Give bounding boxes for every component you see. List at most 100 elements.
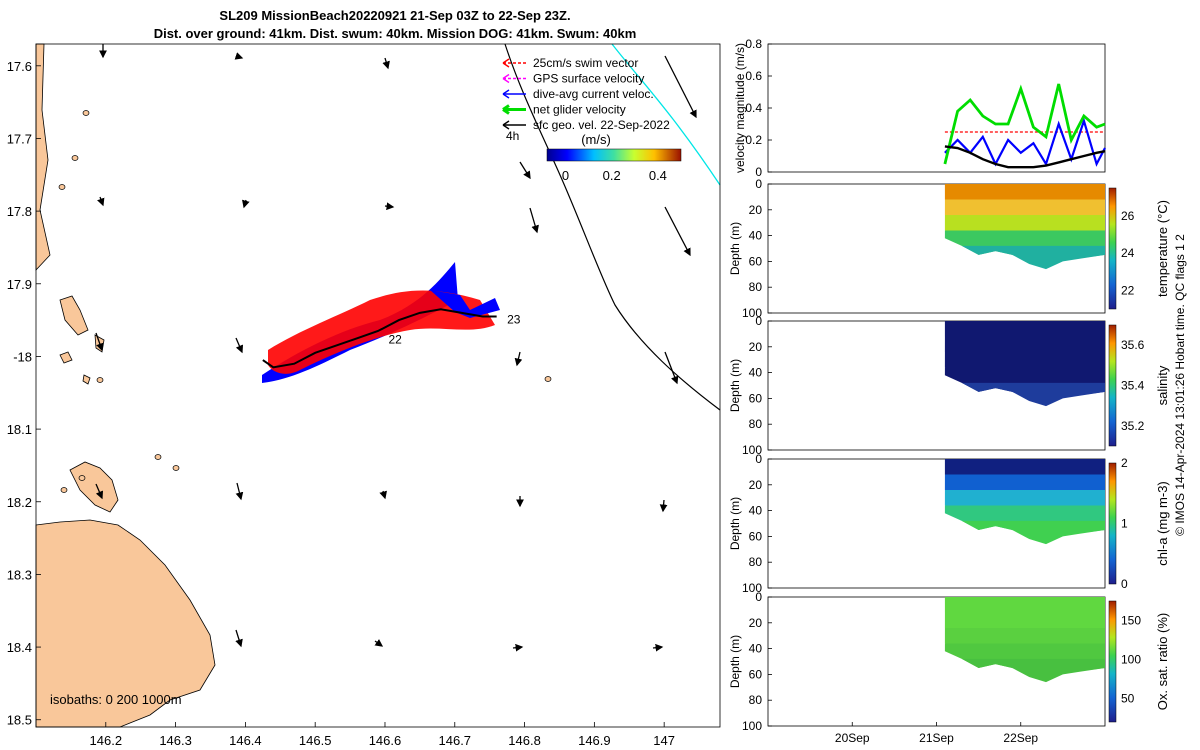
legend-label: dive-avg current veloc. [533, 87, 654, 101]
depth-tick-label: 80 [749, 417, 763, 431]
depth-tick-label: 0 [755, 177, 762, 191]
lon-tick-label: 146.3 [159, 733, 192, 748]
velocity-series-line [944, 145, 1106, 169]
depth-tick-label: 60 [749, 667, 763, 681]
imos-footer: © IMOS 14-Apr-2024 13:01:26 Hobart time.… [1173, 234, 1187, 536]
lon-tick-label: 146.9 [578, 733, 611, 748]
colorbar-tick-label: 100 [1121, 653, 1141, 667]
colorbar-tick-label: 2 [1121, 456, 1128, 470]
lat-tick-label: 17.7 [7, 131, 32, 146]
depth-tick-label: 40 [749, 366, 763, 380]
day-label: 22 [388, 332, 402, 346]
map-legend: 25cm/s swim vector GPS surface velocitydi… [502, 56, 682, 183]
velocity-tick-label: 0.4 [745, 101, 762, 115]
depth-tick-label: 40 [749, 229, 763, 243]
depth-axis-label: Depth (m) [728, 635, 742, 688]
velocity-series [943, 83, 1106, 169]
depth-tick-label: 60 [749, 529, 763, 543]
coastline-land [35, 43, 552, 728]
temperature-colorbar [1108, 187, 1117, 310]
oxygen-section-panel: 0 20 40 60 80 100 Depth (m) 50 100 150 Ox. sat. ra… [728, 590, 1170, 733]
depth-tick-label: 20 [749, 616, 763, 630]
time-tick-label: 22Sep [1003, 731, 1038, 745]
time-axis-ticks: 20Sep 21Sep 22Sep [835, 722, 1038, 745]
velocity-tick-label: 0.8 [745, 37, 762, 51]
velocity-ylabel: velocity magnitude (m/s) [733, 43, 747, 173]
depth-tick-label: 100 [742, 719, 762, 733]
day-label: 23 [507, 313, 521, 327]
lat-tick-label: 17.8 [7, 204, 32, 219]
depth-tick-label: 0 [755, 314, 762, 328]
salinity-colorbar-label: salinity [1155, 365, 1170, 405]
depth-tick-label: 100 [742, 581, 762, 595]
lat-tick-label: 18.1 [7, 422, 32, 437]
speed-colorbar-tick: 0 [562, 168, 569, 183]
velocity-series-line [943, 83, 1106, 165]
chla-colorbar-label: chl-a (mg m-3) [1155, 481, 1170, 566]
depth-axis-label: Depth (m) [728, 222, 742, 275]
lat-tick-label: -18 [13, 349, 32, 364]
section-data-band [944, 382, 1105, 407]
lat-tick-label: 18.4 [7, 640, 32, 655]
speed-colorbar-ticks: 0 0.2 0.4 [562, 168, 667, 183]
colorbar-tick-label: 1 [1121, 517, 1128, 531]
time-tick-label: 20Sep [835, 731, 870, 745]
legend-label: GPS surface velocity [533, 72, 644, 86]
depth-tick-label: 20 [749, 203, 763, 217]
depth-tick-label: 100 [742, 306, 762, 320]
time-tick-label: 21Sep [919, 731, 954, 745]
colorbar-tick-label: 22 [1121, 283, 1135, 297]
lon-tick-label: 146.4 [229, 733, 262, 748]
lat-tick-label: 18.5 [7, 713, 32, 728]
lon-tick-label: 146.2 [90, 733, 123, 748]
glider-track-line [262, 308, 497, 369]
figure-title-line-1: SL209 MissionBeach20220921 21-Sep 03Z to… [219, 8, 571, 23]
colorbar-tick-label: 150 [1121, 614, 1141, 628]
depth-tick-label: 20 [749, 340, 763, 354]
chla-section-panel: 0 20 40 60 80 100 Depth (m) 0 1 2 chl-a (mg m-3) [728, 452, 1170, 595]
section-data-band [944, 459, 1105, 475]
oxygen-colorbar [1108, 600, 1117, 723]
colorbar-tick-label: 26 [1121, 209, 1135, 223]
depth-tick-label: 60 [749, 254, 763, 268]
depth-axis-label: Depth (m) [728, 359, 742, 412]
section-data-band [944, 520, 1105, 545]
depth-tick-label: 80 [749, 693, 763, 707]
speed-colorbar [546, 148, 682, 162]
section-data-band [944, 245, 1105, 270]
day-labels: 22 23 [388, 313, 520, 347]
velocity-panel: 0 0.2 0.4 0.6 0.8 velocity magnitude (m/s) [733, 37, 1106, 179]
lat-tick-label: 18.3 [7, 567, 32, 582]
depth-tick-label: 20 [749, 478, 763, 492]
legend-label: sfc geo. vel. 22-Sep-2022 [533, 118, 670, 132]
velocity-tick-label: 0.6 [745, 69, 762, 83]
temperature-colorbar-label: temperature (°C) [1155, 200, 1170, 297]
oxygen-colorbar-label: Ox. sat. ratio (%) [1155, 613, 1170, 711]
velocity-y-ticks: 0 0.2 0.4 0.6 0.8 [745, 37, 772, 179]
glider-track-swath [262, 262, 500, 383]
section-data-band [944, 597, 1105, 613]
lon-tick-label: 146.6 [369, 733, 402, 748]
depth-tick-label: 40 [749, 642, 763, 656]
section-data-band [944, 184, 1105, 200]
velocity-tick-label: 0 [755, 165, 762, 179]
surface-geostrophic-arrows [95, 44, 697, 652]
colorbar-title: (m/s) [581, 132, 611, 147]
velocity-series-line [944, 117, 1106, 167]
colorbar-tick-label: 35.6 [1121, 338, 1145, 352]
section-data-band [944, 321, 1105, 337]
velocity-tick-label: 0.2 [745, 133, 762, 147]
legend-label: net glider velocity [533, 103, 626, 117]
lon-tick-label: 146.7 [439, 733, 472, 748]
lon-tick-label: 146.5 [299, 733, 332, 748]
lon-tick-label: 146.8 [508, 733, 541, 748]
temperature-section-panel: 0 20 40 60 80 100 Depth (m) 22 24 26 temperature (… [728, 177, 1170, 320]
map-longitude-ticks: 146.2 146.3 146.4 146.5 146.6 146.7 146.8 146.9… [90, 722, 675, 748]
depth-axis-label: Depth (m) [728, 497, 742, 550]
depth-tick-label: 80 [749, 280, 763, 294]
salinity-section-panel: 0 20 40 60 80 100 Depth (m) 35.2 35.4 35.6 salinit… [728, 314, 1170, 457]
figure-title-line-2: Dist. over ground: 41km. Dist. swum: 40k… [153, 26, 637, 41]
legend-label: 25cm/s swim vector [533, 56, 638, 70]
isobaths-label: isobaths: 0 200 1000m [50, 692, 182, 707]
